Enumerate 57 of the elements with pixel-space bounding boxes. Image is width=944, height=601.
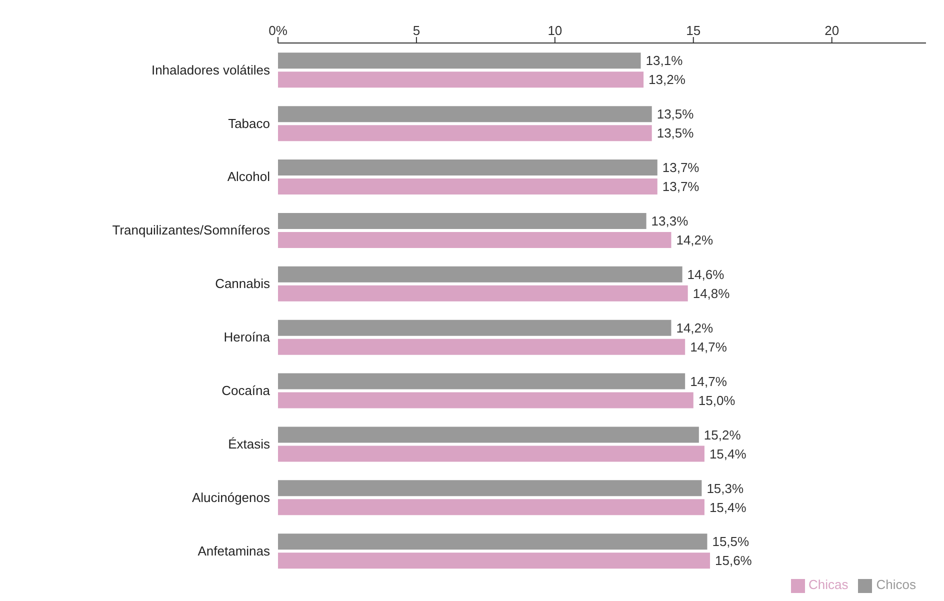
- bar: [278, 232, 672, 248]
- y-tick-label: Alucinógenos: [192, 490, 270, 505]
- data-label: 15,5%: [712, 534, 750, 550]
- y-tick-label: Cannabis: [215, 276, 270, 292]
- x-tick-label: 20: [824, 23, 840, 38]
- y-tick-label: Tranquilizantes/Somníferos: [112, 222, 270, 238]
- legend-label: Chicas: [808, 577, 848, 592]
- bar: [278, 212, 646, 229]
- data-label: 14,8%: [692, 286, 730, 302]
- data-label: 13,1%: [646, 53, 684, 68]
- data-label: 15,4%: [709, 446, 747, 462]
- data-label: 15,2%: [704, 427, 742, 442]
- data-label: 15,6%: [715, 553, 752, 568]
- bar: [278, 534, 708, 550]
- x-tick-label: 5: [412, 23, 420, 38]
- bar: [278, 160, 658, 176]
- data-label: 14,6%: [687, 267, 725, 282]
- data-label: 13,5%: [656, 106, 694, 122]
- data-label: 15,3%: [706, 480, 744, 496]
- bar: [278, 178, 658, 195]
- bar: [278, 338, 686, 355]
- data-label: 14,7%: [690, 374, 728, 389]
- bar: [278, 392, 694, 408]
- bar: [278, 373, 686, 390]
- bar: [278, 125, 652, 142]
- y-tick-label: Alcohol: [227, 169, 270, 184]
- y-tick-label: Cocaína: [222, 383, 271, 398]
- data-label: 14,7%: [690, 339, 728, 354]
- bar: [278, 72, 644, 88]
- bar: [278, 426, 699, 443]
- bar: [278, 446, 704, 462]
- y-tick-label: Tabaco: [228, 116, 270, 131]
- data-label: 13,5%: [656, 126, 694, 141]
- data-label: 15,0%: [698, 392, 736, 408]
- x-tick-label: 0%: [268, 23, 288, 38]
- bar: [278, 320, 672, 336]
- x-tick-label: 10: [548, 23, 562, 38]
- data-label: 15,4%: [709, 500, 747, 515]
- x-tick-label: 15: [686, 23, 701, 38]
- bar: [278, 480, 702, 496]
- data-label: 13,2%: [648, 72, 686, 88]
- y-tick-label: Heroína: [224, 330, 271, 345]
- data-label: 13,3%: [651, 214, 689, 229]
- data-label: 13,7%: [662, 179, 700, 194]
- data-label: 13,7%: [662, 160, 700, 176]
- legend-label: Chicos: [876, 577, 916, 592]
- bar: [278, 52, 641, 69]
- bar: [278, 552, 710, 569]
- y-tick-label: Éxtasis: [228, 436, 270, 452]
- y-tick-label: Inhaladores volátiles: [151, 62, 270, 78]
- bar: [278, 285, 688, 302]
- data-label: 14,2%: [676, 232, 714, 248]
- data-label: 14,2%: [676, 320, 714, 336]
- bar: [278, 106, 652, 122]
- bar: [278, 266, 682, 282]
- y-tick-label: Anfetaminas: [198, 543, 270, 558]
- bar: [278, 499, 704, 516]
